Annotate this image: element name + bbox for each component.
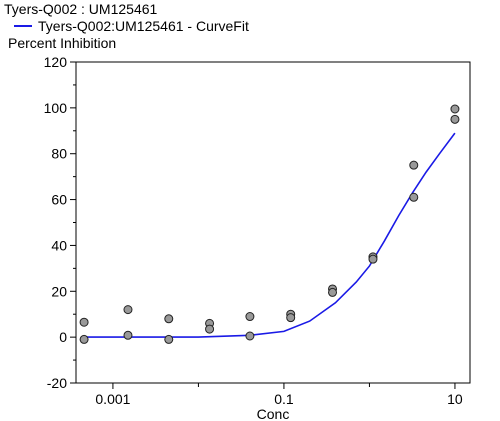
data-point <box>164 334 174 344</box>
y-tick-label: 40 <box>51 237 67 253</box>
data-point <box>328 287 338 297</box>
y-tick-label: 0 <box>59 329 67 345</box>
data-point <box>368 254 378 264</box>
y-tick-label: -20 <box>47 375 67 391</box>
legend: Tyers-Q002:UM125461 - CurveFit <box>14 18 249 34</box>
data-point <box>245 331 255 341</box>
data-point <box>123 330 133 340</box>
fit-curve-line <box>84 132 456 338</box>
data-point <box>205 324 215 334</box>
x-tick-label: 10 <box>447 391 463 407</box>
data-point <box>450 114 460 124</box>
y-axis-label: Percent Inhibition <box>8 35 117 51</box>
y-tick-label: 60 <box>51 192 67 208</box>
data-point <box>409 192 419 202</box>
y-tick-label: 120 <box>44 54 68 70</box>
plot-frame <box>75 61 471 384</box>
legend-swatch <box>14 25 32 27</box>
data-point <box>450 104 460 114</box>
y-tick-label: 20 <box>51 283 67 299</box>
data-point <box>409 160 419 170</box>
x-tick-label: 0.1 <box>274 391 294 407</box>
data-point <box>245 312 255 322</box>
legend-label: Tyers-Q002:UM125461 - CurveFit <box>38 18 249 34</box>
y-tick-label: 100 <box>44 100 68 116</box>
y-tick-label: 80 <box>51 146 67 162</box>
data-point <box>286 313 296 323</box>
data-point <box>123 305 133 315</box>
data-point <box>164 314 174 324</box>
chart-title: Tyers-Q002 : UM125461 <box>4 1 158 17</box>
x-axis-label: Conc <box>257 406 290 421</box>
data-point <box>79 334 89 344</box>
data-point <box>79 317 89 327</box>
x-tick-label: 0.001 <box>95 391 130 407</box>
